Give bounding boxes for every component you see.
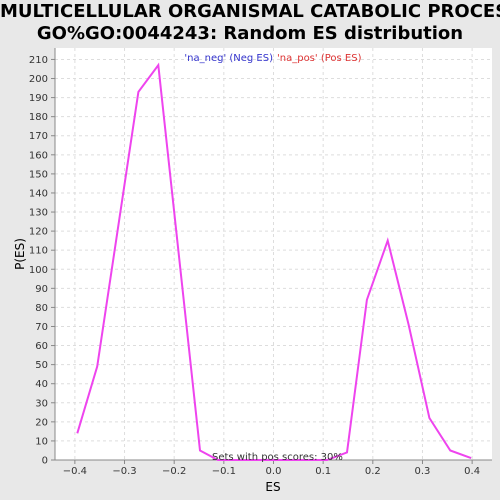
y-tick-label: 80: [35, 303, 48, 314]
grid: [55, 48, 492, 460]
y-tick-label: 10: [35, 436, 48, 447]
y-tick-label: 150: [29, 169, 48, 180]
y-tick-label: 0: [42, 456, 48, 467]
y-tick-label: 210: [29, 55, 48, 66]
legend-pos: 'na_pos' (Pos ES): [277, 53, 362, 64]
x-tick-label: 0.2: [365, 466, 381, 477]
y-tick-label: 90: [35, 284, 48, 295]
x-tick-label: −0.3: [112, 466, 136, 477]
chart-title-line1: MULTICELLULAR ORGANISMAL CATABOLIC PROCE…: [0, 1, 500, 22]
y-tick-label: 190: [29, 93, 48, 104]
x-tick-label: −0.1: [212, 466, 236, 477]
y-tick-label: 130: [29, 208, 48, 219]
y-tick-label: 50: [35, 360, 48, 371]
y-tick-label: 70: [35, 322, 48, 333]
chart-title-line2: GO%GO:0044243: Random ES distribution: [36, 23, 464, 44]
series: [76, 62, 472, 461]
y-tick-label: 140: [29, 188, 48, 199]
x-tick-label: −0.2: [162, 466, 186, 477]
y-tick-label: 30: [35, 398, 48, 409]
x-tick-label: 0.1: [315, 466, 331, 477]
y-tick-label: 180: [29, 112, 48, 123]
y-tick-label: 100: [29, 265, 48, 276]
legend-neg: 'na_neg' (Neg ES): [184, 53, 273, 64]
y-axis-label: P(ES): [13, 238, 27, 270]
y-tick-label: 110: [29, 246, 48, 257]
x-ticks: −0.4 −0.3 −0.2 −0.1 0.0 0.1 0.2 0.3 0.4: [63, 460, 480, 477]
y-tick-label: 20: [35, 417, 48, 428]
x-tick-label: −0.4: [63, 466, 87, 477]
pos-scores-annotation: Sets with pos scores: 30%: [212, 452, 343, 463]
y-tick-label: 200: [29, 74, 48, 85]
x-tick-label: 0.4: [464, 466, 480, 477]
x-tick-label: 0.3: [415, 466, 431, 477]
y-tick-label: 120: [29, 227, 48, 238]
y-ticks: 0 10 20 30 40 50 60 70 80 90 100 110 120 130 140 150 160…: [29, 55, 55, 467]
x-tick-label: 0.0: [266, 466, 282, 477]
x-axis-label: ES: [265, 480, 280, 494]
y-tick-label: 60: [35, 341, 48, 352]
es-distribution-line: [76, 62, 472, 461]
y-tick-label: 160: [29, 150, 48, 161]
y-tick-label: 170: [29, 131, 48, 142]
y-tick-label: 40: [35, 379, 48, 390]
